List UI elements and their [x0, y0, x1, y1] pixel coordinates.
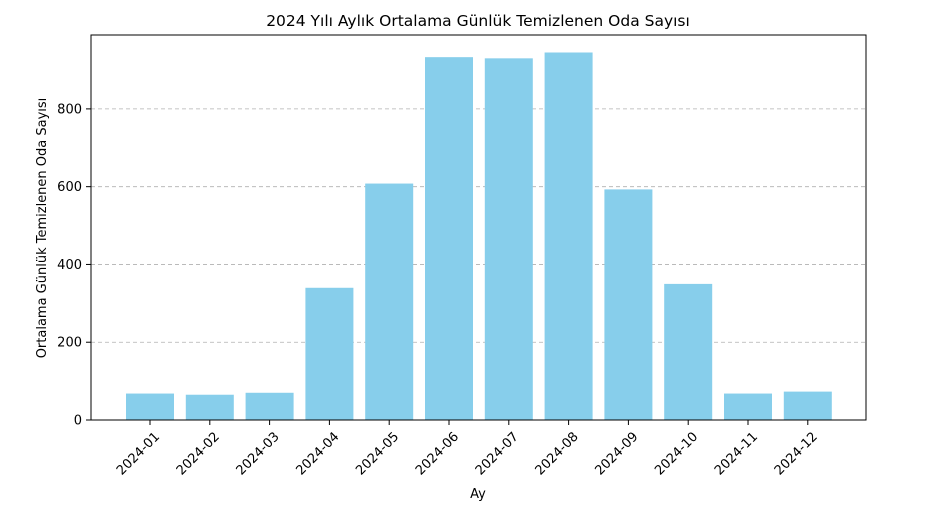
x-axis: 2024-01 2024-02 2024-03 2024-04 2024-05 2024-…	[114, 420, 821, 478]
bar-2024-04	[305, 287, 354, 420]
chart-title: 2024 Yılı Aylık Ortalama Günlük Temizlen…	[266, 12, 690, 30]
gridlines	[91, 108, 866, 343]
bar-2024-05	[365, 183, 414, 420]
x-tick-label: 2024-05	[353, 429, 402, 478]
bar-2024-11	[724, 393, 772, 420]
bar-2024-12	[783, 391, 832, 420]
y-tick-label: 0	[74, 414, 82, 429]
x-tick-label: 2024-01	[114, 429, 163, 478]
x-tick-label: 2024-12	[772, 429, 821, 478]
x-tick-label: 2024-03	[234, 429, 283, 478]
bar-2024-02	[185, 394, 234, 420]
x-tick-label: 2024-08	[533, 429, 582, 478]
bars	[126, 52, 832, 421]
y-tick-label: 200	[57, 336, 82, 351]
plot-frame	[90, 34, 867, 421]
x-tick-label: 2024-04	[293, 429, 342, 478]
bar-2024-10	[664, 283, 713, 420]
x-tick-label: 2024-07	[473, 429, 522, 478]
y-tick-label: 400	[57, 258, 82, 273]
bar-2024-08	[544, 52, 593, 420]
y-tick-label: 600	[57, 180, 82, 195]
x-axis-label: Ay	[470, 487, 486, 502]
x-tick-label: 2024-06	[413, 429, 462, 478]
y-tick-label: 800	[57, 102, 82, 117]
x-tick-label: 2024-10	[652, 429, 701, 478]
bar-2024-07	[484, 58, 533, 420]
x-tick-label: 2024-09	[592, 429, 641, 478]
bar-2024-09	[604, 189, 653, 420]
x-tick-label: 2024-02	[174, 429, 223, 478]
bar-2024-06	[425, 57, 473, 421]
y-axis: 0 200 400 600 800	[57, 102, 91, 429]
x-tick-label: 2024-11	[712, 429, 761, 478]
bar-2024-03	[245, 392, 294, 420]
y-axis-label: Ortalama Günlük Temizlenen Oda Sayısı	[35, 98, 50, 359]
bar-2024-01	[126, 393, 174, 420]
